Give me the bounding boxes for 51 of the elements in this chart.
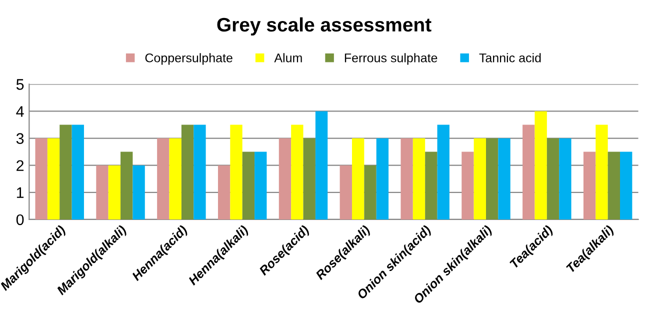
y-tick-label: 1 [16,187,24,198]
bar [400,138,413,220]
bar [218,165,230,220]
bar [620,152,632,220]
bar [194,124,206,220]
bar [534,111,547,220]
bar [181,124,194,220]
bar [47,138,60,220]
bar [608,152,620,220]
bar [303,138,316,220]
bar [437,124,450,220]
legend-label: Tannic acid [479,53,541,62]
bar [462,152,474,220]
bar [315,111,328,220]
bar [425,152,438,220]
bar [364,165,376,220]
bar [60,124,72,220]
bar [230,124,242,220]
bar [169,138,182,220]
bar [522,124,535,220]
bar [583,152,596,220]
bar [242,152,255,220]
y-tick-label: 4 [16,106,24,117]
legend-label: Alum [274,53,302,62]
bar [546,138,560,220]
bar [291,124,304,220]
bar [559,138,572,220]
bar [132,165,145,220]
bar [596,124,608,220]
y-tick-label: 0 [16,214,24,226]
bar [352,138,364,220]
bar [486,138,498,220]
bar [157,138,170,220]
chart-title: Grey scale assessment [217,17,432,36]
bar [35,138,48,220]
bar [474,138,486,220]
y-tick-label: 2 [16,160,24,171]
bar [120,152,133,220]
bar [340,165,352,220]
legend-label: Coppersulphate [145,53,232,65]
bar [498,138,510,220]
y-tick-label: 3 [16,133,24,144]
bar [278,138,292,220]
bar [254,152,267,220]
bar [108,165,121,220]
y-tick-label: 5 [16,79,24,90]
bar [412,138,426,220]
legend-label: Ferrous sulphate [344,53,438,65]
bar [96,165,108,220]
bar [376,138,389,220]
bar [72,124,84,220]
